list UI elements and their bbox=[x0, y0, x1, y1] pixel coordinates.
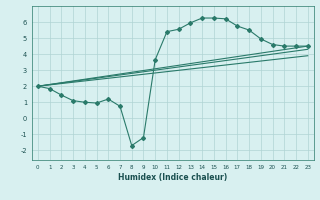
X-axis label: Humidex (Indice chaleur): Humidex (Indice chaleur) bbox=[118, 173, 228, 182]
